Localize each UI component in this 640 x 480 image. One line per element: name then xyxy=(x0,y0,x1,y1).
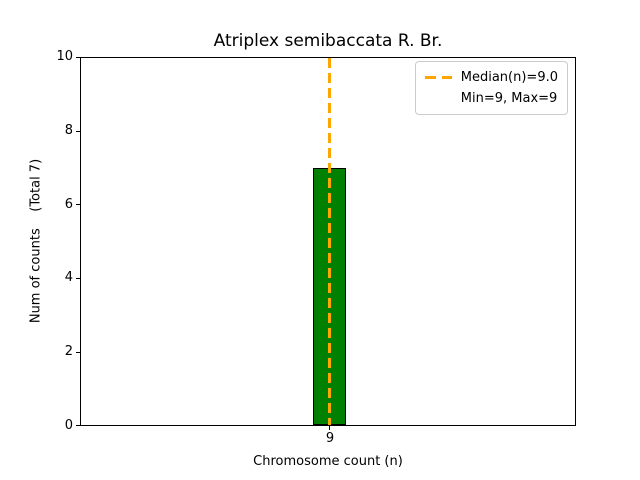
y-tick-label-0: 0 xyxy=(64,418,73,433)
y-tick-mark-0 xyxy=(76,425,80,426)
y-tick-mark-10 xyxy=(76,57,80,58)
legend-entry-median: Median(n)=9.0 xyxy=(424,67,558,88)
median-line xyxy=(328,58,331,425)
y-tick-label-6: 6 xyxy=(64,197,73,212)
legend-label-minmax: Min=9, Max=9 xyxy=(460,91,558,106)
y-tick-label-2: 2 xyxy=(64,344,73,359)
dashed-line-icon xyxy=(424,76,452,79)
legend-label-median: Median(n)=9.0 xyxy=(460,70,558,85)
x-tick-label-9: 9 xyxy=(325,431,335,446)
x-axis-label: Chromosome count (n) xyxy=(253,454,403,469)
plot-area: Median(n)=9.0 Min=9, Max=9 xyxy=(80,57,576,426)
y-axis-label: Num of counts (Total 7) xyxy=(28,158,44,324)
y-tick-label-4: 4 xyxy=(64,270,73,285)
legend-blank-sample xyxy=(425,97,452,100)
legend-entry-minmax: Min=9, Max=9 xyxy=(425,88,558,109)
x-tick-mark-9 xyxy=(329,426,330,430)
y-tick-mark-6 xyxy=(76,204,80,205)
legend: Median(n)=9.0 Min=9, Max=9 xyxy=(414,61,568,115)
y-tick-label-10: 10 xyxy=(56,49,73,64)
y-tick-mark-8 xyxy=(76,131,80,132)
y-tick-mark-4 xyxy=(76,278,80,279)
y-tick-mark-2 xyxy=(76,352,80,353)
y-tick-label-8: 8 xyxy=(64,123,73,138)
chart-title: Atriplex semibaccata R. Br. xyxy=(213,31,443,51)
